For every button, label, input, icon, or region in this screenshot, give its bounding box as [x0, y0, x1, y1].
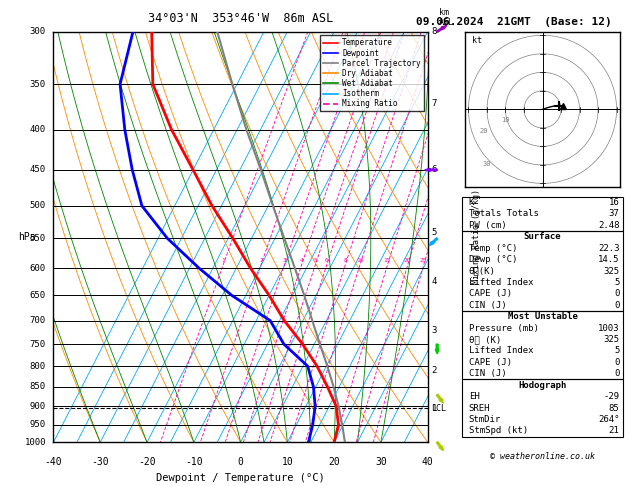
Text: StmSpd (kt): StmSpd (kt) [469, 426, 528, 435]
Text: 1: 1 [431, 404, 437, 413]
Text: 85: 85 [609, 403, 620, 413]
Text: 450: 450 [30, 165, 46, 174]
Text: Temp (°C): Temp (°C) [469, 243, 517, 253]
Text: -20: -20 [138, 457, 156, 467]
Text: 0: 0 [614, 369, 620, 378]
Text: 22.3: 22.3 [598, 243, 620, 253]
Text: 6: 6 [325, 258, 328, 263]
Text: © weatheronline.co.uk: © weatheronline.co.uk [490, 452, 595, 461]
Text: 15: 15 [384, 258, 391, 263]
Text: 6: 6 [431, 165, 437, 174]
Text: EH: EH [469, 392, 479, 401]
Text: Lifted Index: Lifted Index [469, 347, 533, 355]
Text: PW (cm): PW (cm) [469, 221, 506, 230]
Text: 0: 0 [238, 457, 243, 467]
Text: -10: -10 [185, 457, 203, 467]
Text: 3: 3 [282, 258, 286, 263]
Text: -29: -29 [603, 392, 620, 401]
Text: 300: 300 [30, 27, 46, 36]
Text: 400: 400 [30, 125, 46, 134]
Text: Hodograph: Hodograph [518, 381, 567, 390]
Text: StmDir: StmDir [469, 415, 501, 424]
Text: 500: 500 [30, 201, 46, 210]
Text: 10: 10 [501, 117, 509, 123]
Text: SREH: SREH [469, 403, 490, 413]
Text: CIN (J): CIN (J) [469, 301, 506, 310]
Text: K: K [469, 198, 474, 207]
Text: 1003: 1003 [598, 324, 620, 332]
Text: 30: 30 [482, 161, 491, 167]
Text: 264°: 264° [598, 415, 620, 424]
Text: 8: 8 [343, 258, 347, 263]
Text: 20: 20 [479, 128, 487, 134]
Text: Most Unstable: Most Unstable [508, 312, 577, 321]
Text: 800: 800 [30, 362, 46, 371]
Text: 0: 0 [614, 358, 620, 367]
Text: 0: 0 [614, 289, 620, 298]
Text: 16: 16 [609, 198, 620, 207]
Text: 4: 4 [299, 258, 303, 263]
Text: Lifted Index: Lifted Index [469, 278, 533, 287]
Bar [462, 380, 623, 436]
Text: 2: 2 [431, 366, 437, 375]
Text: Mixing Ratio (g/kg): Mixing Ratio (g/kg) [472, 190, 481, 284]
Text: 25: 25 [420, 258, 427, 263]
Text: 4: 4 [431, 278, 437, 286]
Text: 550: 550 [30, 234, 46, 243]
Text: 325: 325 [603, 335, 620, 344]
Text: 325: 325 [603, 266, 620, 276]
Text: 7: 7 [431, 99, 437, 107]
Text: 0: 0 [614, 301, 620, 310]
Text: 700: 700 [30, 316, 46, 325]
Text: 09.06.2024  21GMT  (Base: 12): 09.06.2024 21GMT (Base: 12) [416, 17, 612, 27]
Text: 20: 20 [328, 457, 340, 467]
Text: Surface: Surface [524, 232, 561, 241]
Text: θᴇ (K): θᴇ (K) [469, 335, 501, 344]
Text: 600: 600 [30, 263, 46, 273]
Text: -30: -30 [91, 457, 109, 467]
Text: CAPE (J): CAPE (J) [469, 289, 512, 298]
Text: 650: 650 [30, 291, 46, 300]
Text: LCL: LCL [431, 404, 447, 413]
Text: Dewpoint / Temperature (°C): Dewpoint / Temperature (°C) [156, 473, 325, 483]
Text: 8: 8 [431, 27, 437, 36]
Text: θᴇ(K): θᴇ(K) [469, 266, 496, 276]
Text: 350: 350 [30, 80, 46, 88]
Text: 20: 20 [404, 258, 411, 263]
Text: km
ASL: km ASL [439, 8, 454, 28]
Text: -40: -40 [45, 457, 62, 467]
Text: CAPE (J): CAPE (J) [469, 358, 512, 367]
Text: 34°03'N  353°46'W  86m ASL: 34°03'N 353°46'W 86m ASL [148, 13, 333, 25]
Text: 5: 5 [614, 278, 620, 287]
Text: Dewp (°C): Dewp (°C) [469, 255, 517, 264]
Text: 750: 750 [30, 340, 46, 348]
Text: 900: 900 [30, 402, 46, 411]
Text: 3: 3 [431, 326, 437, 335]
Text: Totals Totals: Totals Totals [469, 209, 538, 218]
Text: 10: 10 [356, 258, 364, 263]
Text: 1000: 1000 [25, 438, 46, 447]
Bar [462, 231, 623, 311]
Text: 850: 850 [30, 382, 46, 391]
Text: 5: 5 [313, 258, 317, 263]
Text: kt: kt [472, 35, 482, 45]
Text: 950: 950 [30, 420, 46, 429]
Text: 21: 21 [609, 426, 620, 435]
Text: 1: 1 [221, 258, 225, 263]
Text: 5: 5 [614, 347, 620, 355]
Text: 2: 2 [259, 258, 263, 263]
Text: 14.5: 14.5 [598, 255, 620, 264]
Text: Pressure (mb): Pressure (mb) [469, 324, 538, 332]
Text: hPa: hPa [18, 232, 36, 242]
Text: 30: 30 [375, 457, 387, 467]
Text: 40: 40 [422, 457, 433, 467]
Text: 5: 5 [431, 227, 437, 237]
Text: 10: 10 [282, 457, 293, 467]
Text: 37: 37 [609, 209, 620, 218]
Text: CIN (J): CIN (J) [469, 369, 506, 378]
Legend: Temperature, Dewpoint, Parcel Trajectory, Dry Adiabat, Wet Adiabat, Isotherm, Mi: Temperature, Dewpoint, Parcel Trajectory… [320, 35, 424, 111]
Text: 2.48: 2.48 [598, 221, 620, 230]
Bar [462, 311, 623, 380]
Bar [462, 197, 623, 231]
